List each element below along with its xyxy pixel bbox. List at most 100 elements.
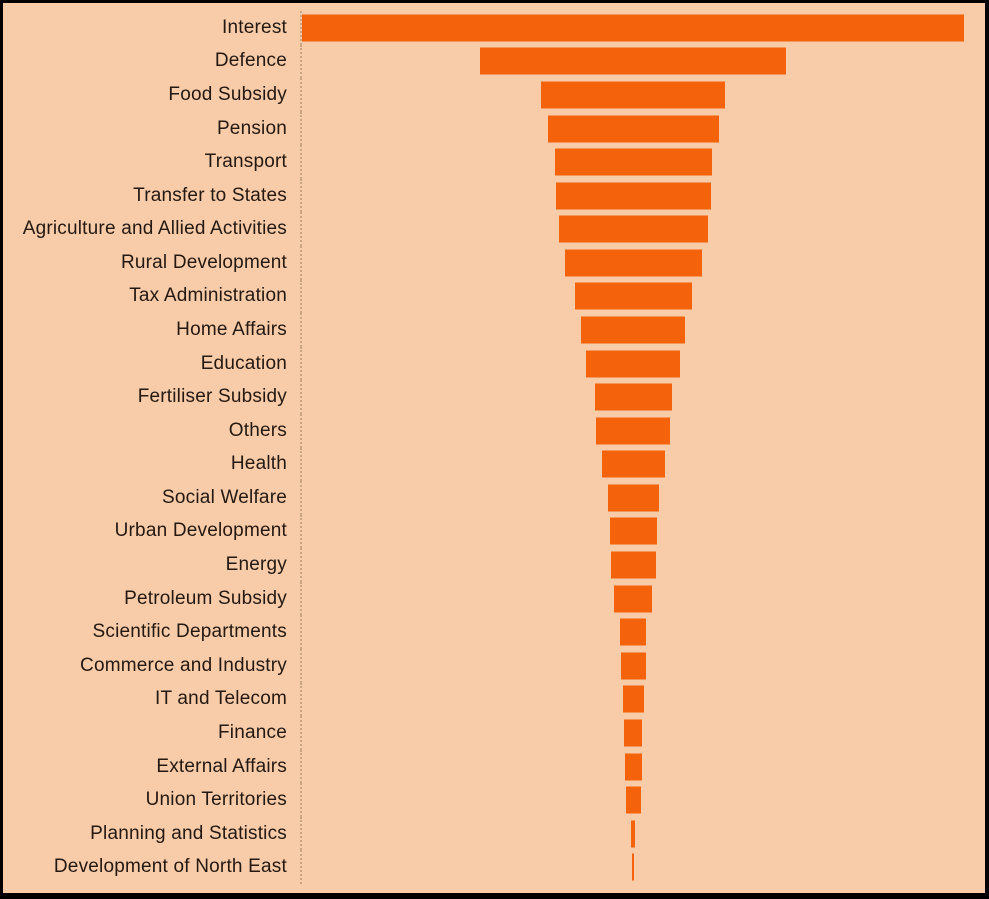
category-label: Transport (204, 151, 287, 173)
funnel-bar (610, 551, 656, 579)
chart-row: Scientific Departments (3, 615, 985, 649)
category-label: Interest (222, 16, 287, 38)
plot-cell (300, 749, 985, 784)
funnel-bar (480, 47, 786, 75)
plot-cell (300, 78, 985, 112)
funnel-bar (622, 685, 644, 713)
plot-cell (300, 246, 985, 280)
plot-cell (300, 716, 985, 750)
plot-cell (300, 850, 985, 885)
plot-cell (300, 346, 985, 381)
category-label: External Affairs (156, 755, 287, 777)
funnel-bar (555, 182, 711, 210)
chart-row: Agriculture and Allied Activities (3, 212, 985, 247)
chart-row: Food Subsidy (3, 78, 985, 112)
funnel-bar (564, 249, 702, 277)
category-label: Education (200, 352, 287, 374)
category-label: Development of North East (53, 856, 287, 878)
chart-row: Union Territories (3, 783, 985, 817)
plot-cell (300, 178, 985, 213)
plot-cell (300, 111, 985, 146)
plot-cell (300, 481, 985, 515)
chart-row: Others (3, 413, 985, 448)
plot-cell (300, 279, 985, 314)
plot-cell (300, 145, 985, 179)
funnel-bar (609, 517, 657, 545)
category-label: Home Affairs (176, 319, 287, 341)
category-label: Others (228, 419, 287, 441)
category-label: Rural Development (120, 251, 287, 273)
chart-row: Transfer to States (3, 178, 985, 213)
category-label: Social Welfare (162, 486, 287, 508)
category-label: Union Territories (145, 789, 287, 811)
funnel-bar (596, 417, 670, 445)
chart-row: Petroleum Subsidy (3, 581, 985, 616)
chart-row: IT and Telecom (3, 682, 985, 717)
category-label: Transfer to States (133, 184, 287, 206)
plot-cell (300, 11, 985, 45)
category-label: Food Subsidy (168, 83, 287, 105)
funnel-bar (541, 81, 725, 109)
category-label: Finance (218, 721, 287, 743)
funnel-bar (547, 115, 719, 143)
funnel-bar (558, 215, 708, 243)
plot-cell (300, 313, 985, 347)
plot-cell (300, 581, 985, 616)
funnel-bar (620, 618, 646, 646)
funnel-bar (624, 753, 642, 780)
plot-cell (300, 380, 985, 414)
category-label: Commerce and Industry (80, 654, 287, 676)
funnel-bar (554, 148, 712, 176)
plot-cell (300, 413, 985, 448)
plot-cell (300, 615, 985, 649)
funnel-bar (620, 652, 646, 680)
funnel-bar (594, 383, 672, 411)
chart-row: Urban Development (3, 514, 985, 549)
chart-row: Interest (3, 11, 985, 45)
category-label: Energy (225, 554, 287, 576)
chart-row: Transport (3, 145, 985, 179)
chart-row: Commerce and Industry (3, 648, 985, 683)
funnel-chart: Interest Defence Food Subsidy Pension Transp… (3, 3, 985, 893)
chart-row: Planning and Statistics (3, 816, 985, 851)
chart-row: External Affairs (3, 749, 985, 784)
plot-cell (300, 212, 985, 247)
category-label: Defence (214, 50, 287, 72)
chart-row: Home Affairs (3, 313, 985, 347)
funnel-bar (624, 719, 642, 747)
category-label: IT and Telecom (154, 688, 287, 710)
plot-cell (300, 648, 985, 683)
plot-cell (300, 783, 985, 817)
funnel-bar (574, 282, 692, 310)
plot-cell (300, 447, 985, 482)
plot-cell (300, 816, 985, 851)
chart-row: Education (3, 346, 985, 381)
funnel-bar (302, 14, 964, 42)
category-label: Urban Development (114, 520, 287, 542)
funnel-bar (586, 350, 680, 378)
chart-row: Social Welfare (3, 481, 985, 515)
chart-row: Development of North East (3, 850, 985, 885)
funnel-bar (614, 585, 652, 613)
category-label: Fertiliser Subsidy (137, 386, 287, 408)
chart-row: Energy (3, 548, 985, 582)
chart-row: Fertiliser Subsidy (3, 380, 985, 414)
plot-cell (300, 44, 985, 79)
category-label: Tax Administration (129, 285, 287, 307)
category-label: Health (230, 453, 287, 475)
funnel-bar (631, 820, 635, 848)
plot-cell (300, 514, 985, 549)
category-label: Scientific Departments (92, 621, 287, 643)
category-label: Planning and Statistics (90, 822, 287, 844)
funnel-bar (625, 786, 641, 814)
plot-cell (300, 682, 985, 717)
chart-row: Tax Administration (3, 279, 985, 314)
plot-cell (300, 548, 985, 582)
chart-row: Rural Development (3, 246, 985, 280)
chart-row: Defence (3, 44, 985, 79)
chart-row: Finance (3, 716, 985, 750)
category-label: Petroleum Subsidy (124, 587, 287, 609)
funnel-bar (581, 316, 685, 344)
funnel-bar (632, 853, 634, 881)
